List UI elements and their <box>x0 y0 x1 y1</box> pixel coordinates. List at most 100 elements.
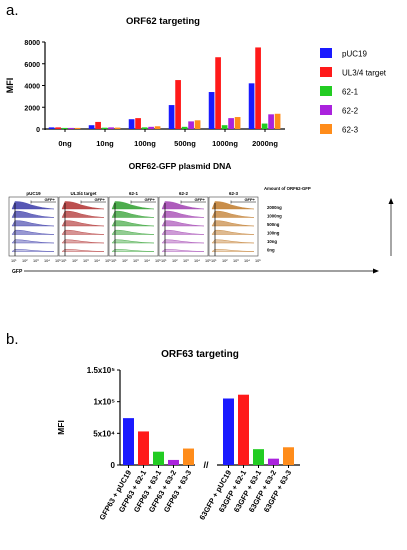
histogram-trace <box>161 201 205 210</box>
bar <box>88 125 95 129</box>
x-tick-label: 2000ng <box>252 139 278 148</box>
histogram-trace <box>211 201 255 210</box>
bar <box>223 398 234 465</box>
legend-label: 62-3 <box>342 126 359 135</box>
legend-swatch <box>320 67 332 77</box>
x-tick-label: 1000ng <box>212 139 238 148</box>
histogram-panel-frame <box>8 196 59 257</box>
panel-a-letter: a. <box>6 2 19 19</box>
amount-label: 2000ng <box>267 205 282 210</box>
histogram-trace <box>161 220 205 227</box>
amount-label: 500ng <box>267 222 280 227</box>
histogram-x-tick-label: 10⁴ <box>144 259 150 263</box>
histogram-x-tick-label: 10³ <box>233 259 239 263</box>
y-tick-label: 1x10⁵ <box>93 398 115 407</box>
bar <box>74 127 81 129</box>
histogram-trace <box>111 210 155 218</box>
histogram-trace <box>61 220 105 227</box>
bar <box>138 431 149 465</box>
histogram-x-tick-label: 10⁴ <box>194 259 200 263</box>
histogram-x-tick-label: 10¹ <box>11 259 17 263</box>
legend-label: 62-1 <box>342 88 359 97</box>
amount-header: Amount of ORF62-GFP <box>264 186 311 191</box>
histogram-panel-frame <box>58 196 109 257</box>
amount-label: 10ng <box>267 239 277 244</box>
histogram-x-tick-label: 10² <box>172 259 178 263</box>
amount-label: 0ng <box>267 248 275 253</box>
y-tick-label: 6000 <box>24 62 40 69</box>
histogram-trace <box>61 201 105 210</box>
bar <box>55 127 61 129</box>
legend-label: pUC19 <box>342 50 367 59</box>
gfp-axis-arrowhead <box>373 268 379 274</box>
bar <box>135 118 141 129</box>
histogram-trace <box>111 220 155 227</box>
y-tick-label: 4000 <box>24 84 40 91</box>
bar <box>128 119 135 129</box>
bar <box>261 123 268 129</box>
legend-swatch <box>320 48 332 58</box>
bar <box>238 394 249 465</box>
orf62-bar-chart: ORF62 targeting MFI 0 2000 4000 6000 8000 0ng 10… <box>5 16 387 148</box>
gate-label: GFP+ <box>194 197 205 202</box>
amount-arrow-head <box>388 198 394 204</box>
histogram-trace <box>61 229 105 235</box>
bar <box>283 447 294 465</box>
bar <box>168 459 179 465</box>
bar <box>221 125 228 129</box>
histogram-trace <box>111 201 155 210</box>
histogram-x-tick-label: 10⁴ <box>94 259 100 263</box>
histogram-x-tick-label: 10³ <box>33 259 39 263</box>
histogram-trace <box>161 249 205 252</box>
y-tick-label: 1.5x10⁵ <box>87 366 115 375</box>
histogram-panel-frame <box>208 196 259 257</box>
histogram-trace <box>161 210 205 218</box>
gate-label: GFP+ <box>144 197 155 202</box>
x-tick-label: 0ng <box>58 139 72 148</box>
y-tick-label: 5x10⁴ <box>93 429 115 438</box>
histogram-trace <box>11 201 55 210</box>
bar <box>268 114 274 129</box>
bar <box>194 120 201 129</box>
bar <box>114 127 121 129</box>
histogram-trace <box>211 249 255 252</box>
histogram-trace <box>211 220 255 227</box>
panel-b-letter: b. <box>6 331 19 348</box>
bar <box>183 448 194 465</box>
histogram-panel-frame <box>158 196 209 257</box>
x-tick-label: 10ng <box>96 139 114 148</box>
bar <box>274 113 281 129</box>
legend-swatch <box>320 124 332 134</box>
histogram-panel-frame <box>108 196 159 257</box>
histogram-panel-label: 62-1 <box>129 191 139 196</box>
histogram-x-tick-label: 10⁵ <box>205 259 211 263</box>
legend-label: UL3/4 target <box>342 69 387 78</box>
y-tick-label: 2000 <box>24 105 40 112</box>
histogram-x-tick-label: 10² <box>72 259 78 263</box>
legend-swatch <box>320 86 332 96</box>
bar <box>215 57 221 129</box>
histogram-trace <box>211 239 255 244</box>
x-tick-label: 100ng <box>134 139 156 148</box>
histogram-x-tick-label: 10² <box>122 259 128 263</box>
histogram-panel-label: 62-2 <box>179 191 189 196</box>
histogram-x-tick-label: 10⁵ <box>155 259 161 263</box>
histogram-x-tick-label: 10¹ <box>111 259 117 263</box>
bar <box>68 127 74 129</box>
orf63-bar-chart: ORF63 targetingMFI05x10⁴1x10⁵1.5x10⁵//GF… <box>56 349 300 522</box>
bar <box>61 127 68 129</box>
histogram-x-tick-label: 10³ <box>133 259 139 263</box>
amount-label: 1000ng <box>267 214 282 219</box>
histogram-x-tick-label: 10¹ <box>211 259 217 263</box>
histogram-trace <box>11 229 55 235</box>
bar <box>148 126 154 129</box>
histogram-trace <box>61 210 105 218</box>
y-axis-label: MFI <box>56 420 66 435</box>
histogram-trace <box>161 239 205 244</box>
chart-title: ORF62 targeting <box>126 16 200 27</box>
histogram-trace <box>111 229 155 235</box>
x-tick-label: 500ng <box>174 139 196 148</box>
bar <box>248 83 255 129</box>
bar <box>101 127 108 129</box>
